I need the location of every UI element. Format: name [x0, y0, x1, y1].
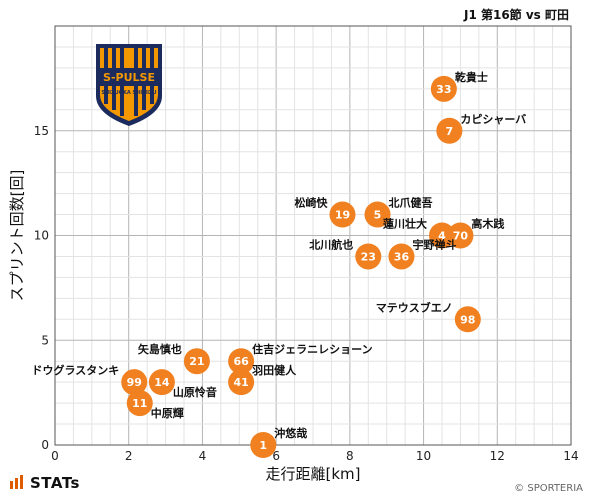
point-marker — [228, 369, 255, 396]
logo-text: S-PULSE — [103, 71, 155, 84]
point-number: 70 — [453, 230, 469, 243]
y-axis-label: スプリント回数[回] — [8, 170, 26, 302]
y-tick-label: 15 — [34, 124, 49, 138]
point-number: 33 — [436, 83, 451, 96]
bars-icon — [10, 474, 24, 493]
point-marker — [355, 243, 382, 270]
chart-title: J1 第16節 vs 町田 — [463, 7, 569, 22]
point-marker — [364, 201, 391, 228]
y-tick-label: 0 — [41, 438, 49, 452]
data-point: 33 乾貴士 — [430, 70, 488, 102]
data-point: 11 中原輝 — [126, 390, 184, 420]
point-name-label: 宇野禅斗 — [412, 237, 456, 251]
point-marker — [329, 201, 356, 228]
brand-logo: STATs — [10, 474, 80, 493]
data-point: 21 矢島慎也 — [138, 342, 210, 375]
data-point: 1 沖悠哉 — [250, 426, 307, 458]
point-marker — [454, 306, 481, 333]
data-point: 98 マテウスブエノ — [376, 300, 481, 333]
point-marker — [183, 348, 210, 375]
point-number: 66 — [233, 355, 249, 368]
data-point: 19 松崎快 — [294, 196, 356, 228]
point-number: 23 — [361, 250, 376, 263]
point-number: 41 — [233, 376, 248, 389]
x-tick-label: 6 — [272, 449, 280, 463]
point-marker — [430, 75, 457, 102]
data-point: 23 北川航也 — [309, 237, 382, 270]
point-number: 14 — [154, 376, 170, 389]
point-number: 19 — [335, 209, 350, 222]
x-tick-label: 12 — [490, 449, 505, 463]
point-name-label: 松崎快 — [294, 196, 328, 210]
point-name-label: ドウグラスタンキ — [31, 363, 119, 377]
point-name-label: 山原怜音 — [173, 385, 217, 399]
point-number: 1 — [259, 439, 267, 452]
point-marker — [228, 348, 255, 375]
point-number: 4 — [438, 230, 446, 243]
point-marker — [148, 369, 175, 396]
copyright: © SPORTERIA — [514, 483, 583, 494]
point-marker — [447, 222, 474, 249]
point-marker — [121, 369, 148, 396]
x-axis-label: 走行距離[km] — [265, 465, 360, 483]
point-name-label: 蓮川壮大 — [383, 217, 427, 231]
data-point: 7 カピシャーバ — [436, 113, 526, 144]
point-number: 36 — [394, 250, 410, 263]
x-tick-label: 14 — [563, 449, 578, 463]
point-name-label: 高木践 — [471, 217, 504, 231]
point-name-label: マテウスブエノ — [376, 300, 453, 314]
point-name-label: 乾貴士 — [455, 70, 488, 84]
point-name-label: 中原輝 — [151, 406, 184, 420]
club-logo: S-PULSE SHIZUOKA SHIMIZU — [96, 44, 162, 126]
point-marker — [126, 390, 153, 417]
x-tick-label: 2 — [125, 449, 133, 463]
data-point: 41 羽田健人 — [228, 363, 297, 396]
y-tick-label: 10 — [34, 229, 49, 243]
point-number: 11 — [132, 397, 147, 410]
x-tick-label: 0 — [51, 449, 59, 463]
point-number: 7 — [446, 125, 454, 138]
point-name-label: カピシャーバ — [460, 113, 526, 126]
point-name-label: 矢島慎也 — [138, 342, 182, 356]
point-number: 21 — [189, 355, 204, 368]
logo-subtext: SHIZUOKA SHIMIZU — [101, 90, 156, 96]
point-marker — [436, 117, 463, 144]
brand-text: STATs — [30, 474, 80, 492]
point-number: 99 — [127, 376, 142, 389]
point-number: 5 — [374, 209, 382, 222]
data-point: 5 北爪健吾 — [364, 196, 433, 228]
point-number: 98 — [460, 313, 475, 326]
point-name-label: 住吉ジェラニレショーン — [252, 342, 372, 356]
point-name-label: 羽田健人 — [252, 363, 297, 377]
x-tick-label: 8 — [346, 449, 354, 463]
data-point: 99 ドウグラスタンキ — [31, 363, 148, 396]
point-marker — [429, 222, 455, 249]
plot-frame — [54, 25, 572, 446]
point-name-label: 北川航也 — [309, 237, 353, 251]
point-marker — [388, 243, 415, 270]
point-marker — [250, 432, 277, 458]
x-tick-label: 4 — [199, 449, 207, 463]
point-name-label: 沖悠哉 — [274, 426, 307, 440]
point-name-label: 北爪健吾 — [389, 196, 433, 210]
y-tick-label: 5 — [41, 333, 49, 347]
data-point: 4 蓮川壮大 — [383, 217, 455, 249]
x-tick-label: 10 — [416, 449, 431, 463]
